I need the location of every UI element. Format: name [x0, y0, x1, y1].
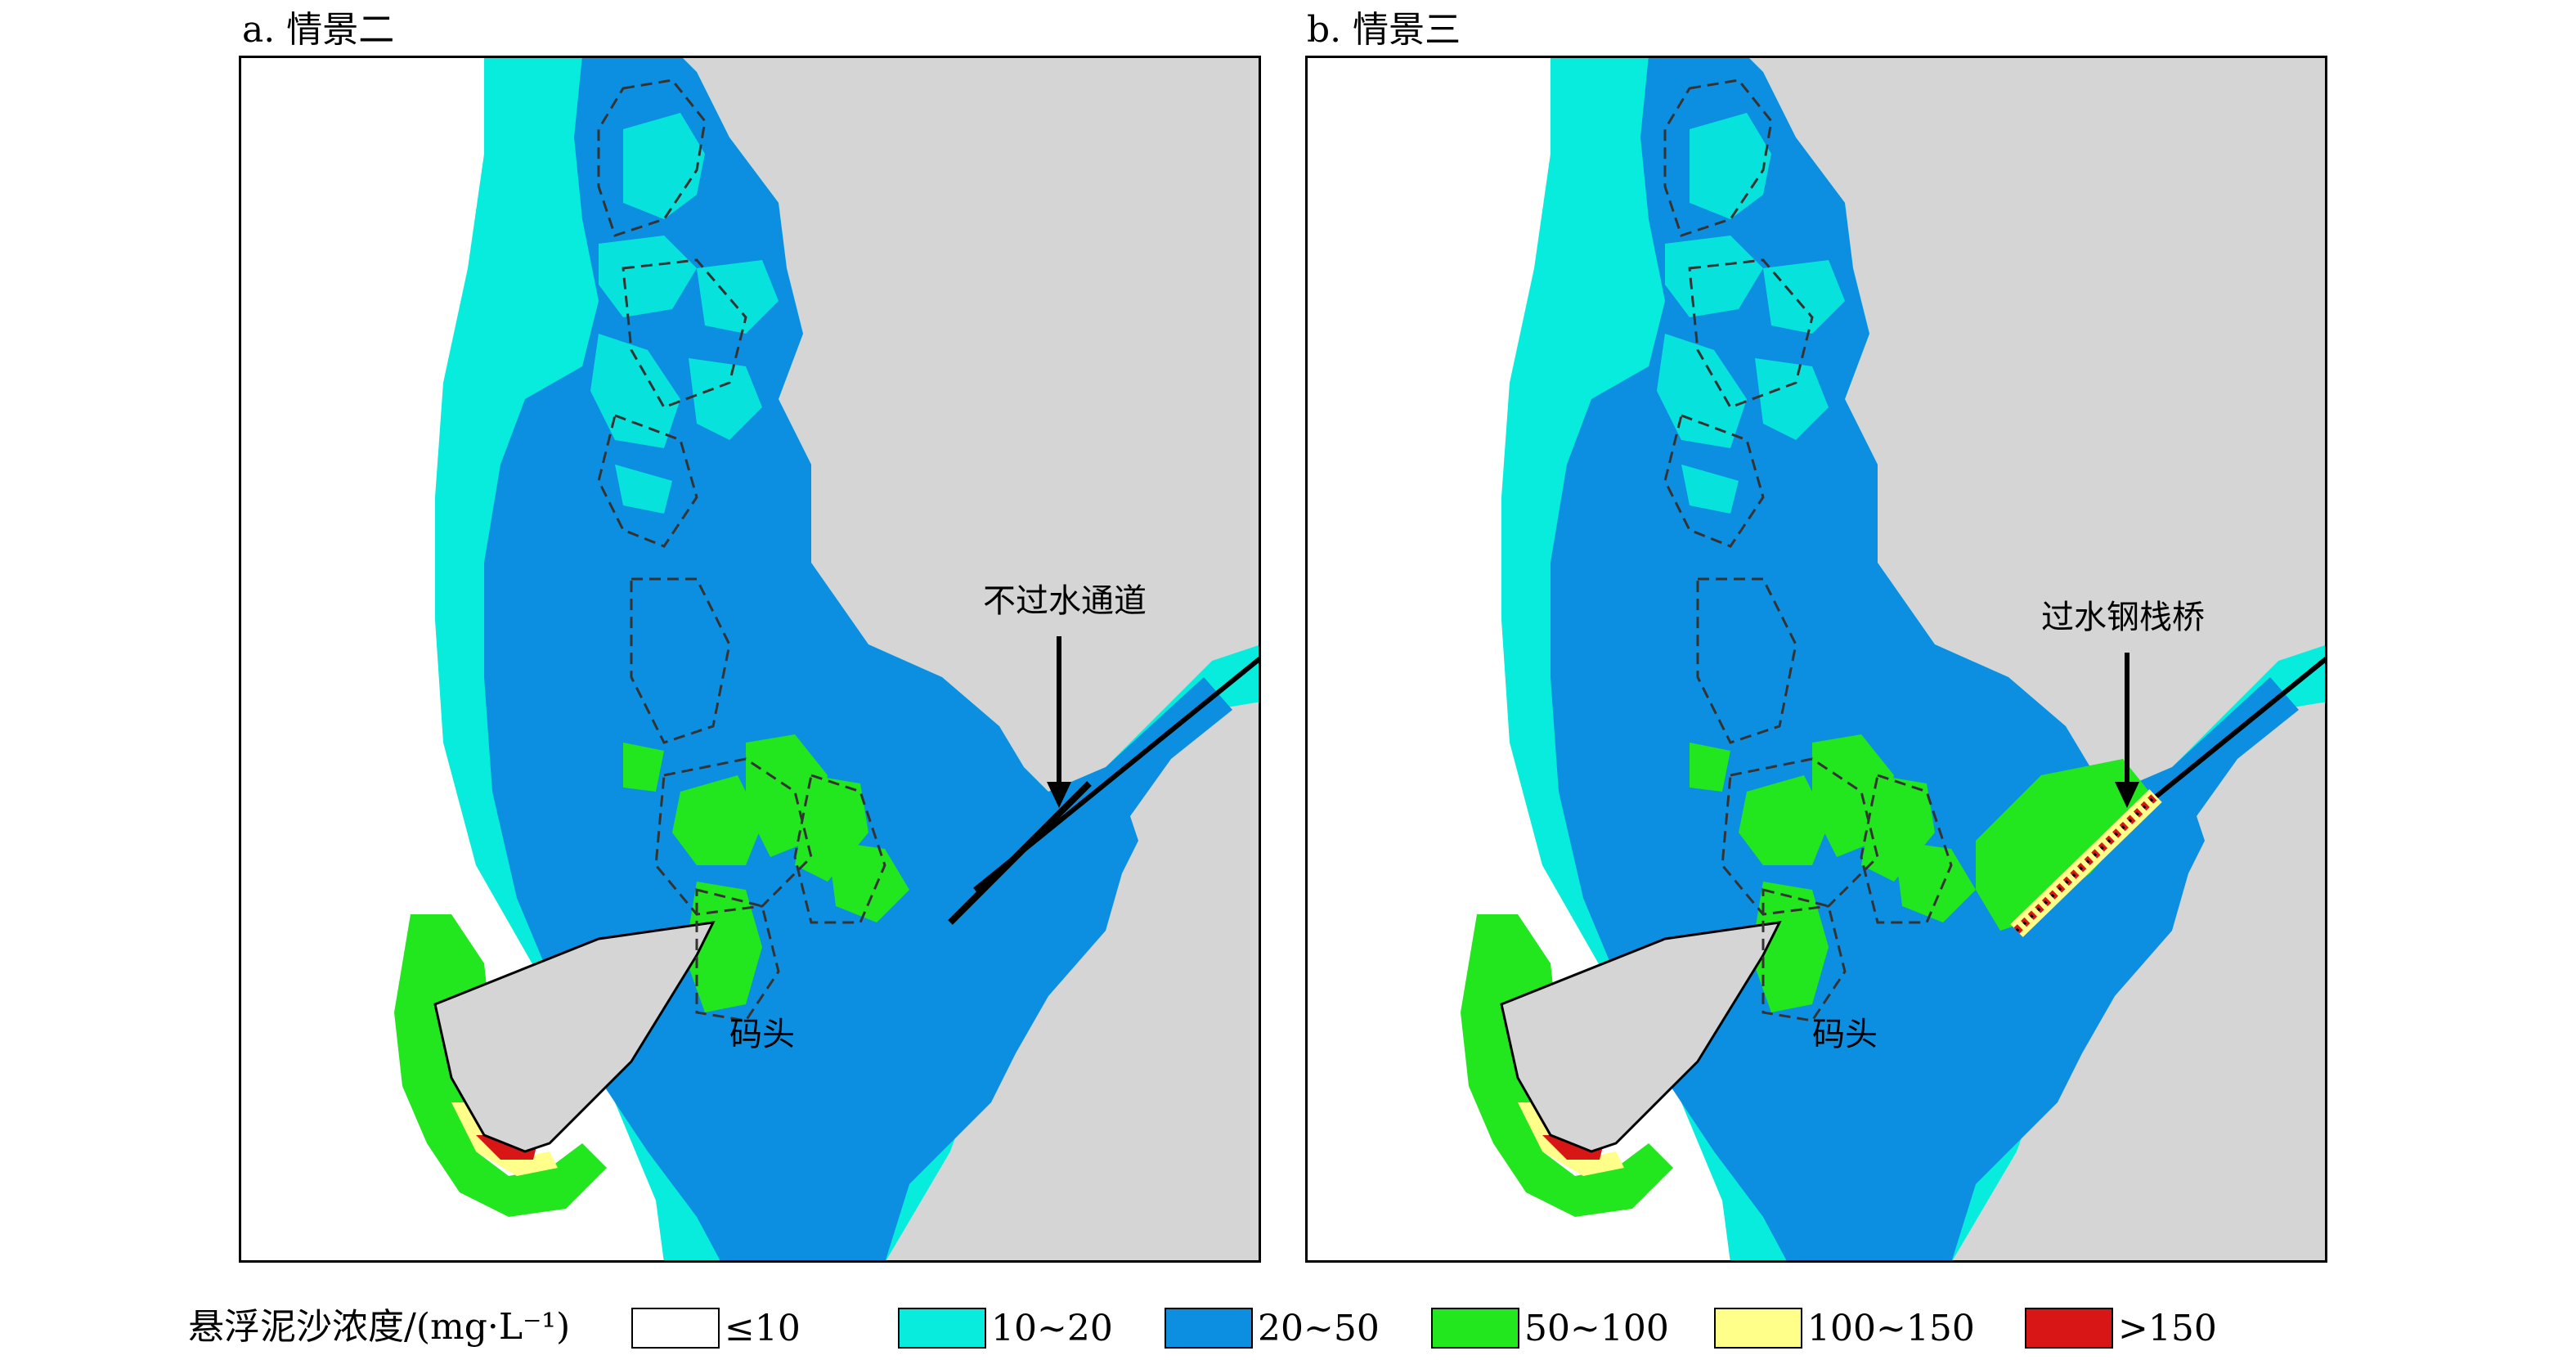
legend-label: 20~50 [1258, 1307, 1380, 1349]
legend-swatch [898, 1308, 986, 1349]
legend-label: >150 [2118, 1307, 2217, 1349]
legend-swatch [1714, 1308, 1802, 1349]
legend-item-50-100: 50~100 [1431, 1304, 1669, 1353]
legend-swatch [631, 1308, 720, 1349]
legend-label: 100~150 [1807, 1307, 1975, 1349]
legend-item-le10: ≤10 [631, 1304, 801, 1353]
pier-label-a: 码头 [729, 1016, 795, 1053]
map-panel-b: 码头 过水钢栈桥 [1305, 56, 2327, 1263]
panel-a-label: a. 情景二 [242, 9, 395, 51]
legend-swatch [2025, 1308, 2113, 1349]
legend-item-20-50: 20~50 [1165, 1304, 1380, 1353]
legend-item-gt150: >150 [2025, 1304, 2217, 1353]
legend-label: 10~20 [991, 1307, 1113, 1349]
annotation-label-b: 过水钢栈桥 [2041, 599, 2205, 636]
legend-title: 悬浮泥沙浓度/(mg·L⁻¹) [188, 1306, 571, 1348]
legend-swatch [1165, 1308, 1253, 1349]
pier-label-b: 码头 [1812, 1016, 1878, 1053]
legend-item-10-20: 10~20 [898, 1304, 1113, 1353]
annotation-label-a: 不过水通道 [983, 582, 1147, 620]
legend-label: 50~100 [1524, 1307, 1669, 1349]
legend-label: ≤10 [725, 1307, 801, 1349]
map-panel-a: 码头 不过水通道 [239, 56, 1261, 1263]
legend-swatch [1431, 1308, 1519, 1349]
legend-item-100-150: 100~150 [1714, 1304, 1975, 1353]
panel-b-label: b. 情景三 [1307, 9, 1461, 51]
